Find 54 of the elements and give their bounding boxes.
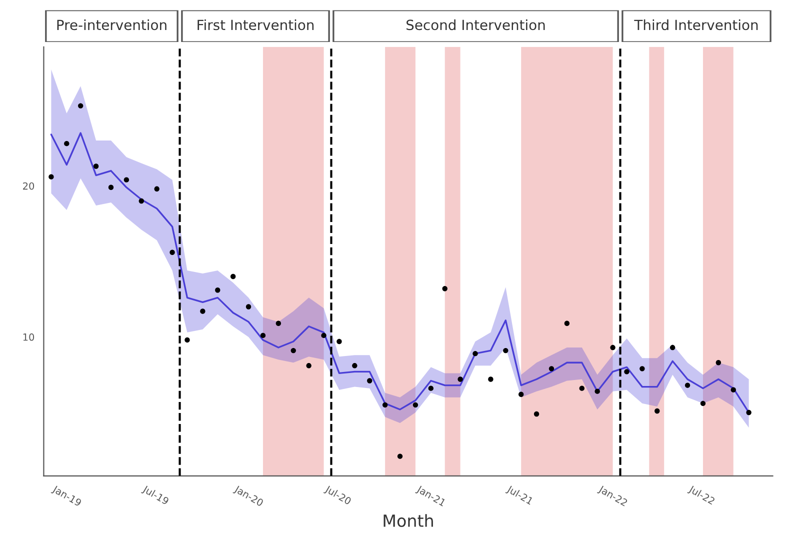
point: [154, 186, 160, 192]
point: [170, 250, 175, 255]
point: [594, 388, 600, 394]
y-tick-label: 20: [23, 182, 34, 190]
point: [230, 274, 236, 280]
point: [458, 376, 463, 382]
point: [260, 332, 266, 338]
point: [382, 402, 388, 408]
point: [352, 363, 358, 368]
point: [472, 350, 478, 356]
point: [488, 376, 494, 382]
text: Third Intervention: [634, 19, 758, 30]
point: [624, 369, 630, 374]
point: [700, 400, 706, 406]
text: Pre-intervention: [57, 19, 166, 30]
point: [428, 386, 434, 391]
point: [276, 320, 282, 326]
point: [200, 308, 206, 314]
point: [412, 402, 418, 408]
point: [684, 382, 690, 388]
point: [640, 366, 645, 372]
point: [138, 198, 144, 204]
point: [367, 378, 372, 384]
text: Second Intervention: [406, 19, 545, 30]
point: [579, 386, 584, 391]
point: [306, 363, 312, 368]
point: [746, 410, 752, 416]
point: [124, 177, 130, 182]
point: [548, 366, 554, 372]
point: [730, 387, 736, 392]
point: [336, 338, 342, 344]
point: [184, 337, 190, 343]
point: [503, 348, 508, 354]
point: [321, 332, 326, 338]
point: [108, 184, 114, 190]
x-axis-title: Month: [384, 514, 433, 528]
point: [534, 411, 540, 417]
point: [93, 164, 99, 169]
point: [397, 454, 403, 459]
point: [610, 344, 616, 350]
point: [290, 348, 296, 354]
point: [78, 103, 84, 108]
point: [670, 344, 676, 350]
text: First Intervention: [198, 19, 314, 30]
point: [48, 174, 54, 180]
point: [442, 286, 448, 292]
y-tick-label: 10: [23, 333, 34, 341]
point: [654, 408, 660, 414]
point: [564, 320, 570, 326]
point: [215, 288, 220, 293]
point: [716, 360, 722, 366]
point: [64, 140, 70, 146]
point: [246, 304, 252, 310]
point: [518, 392, 524, 397]
